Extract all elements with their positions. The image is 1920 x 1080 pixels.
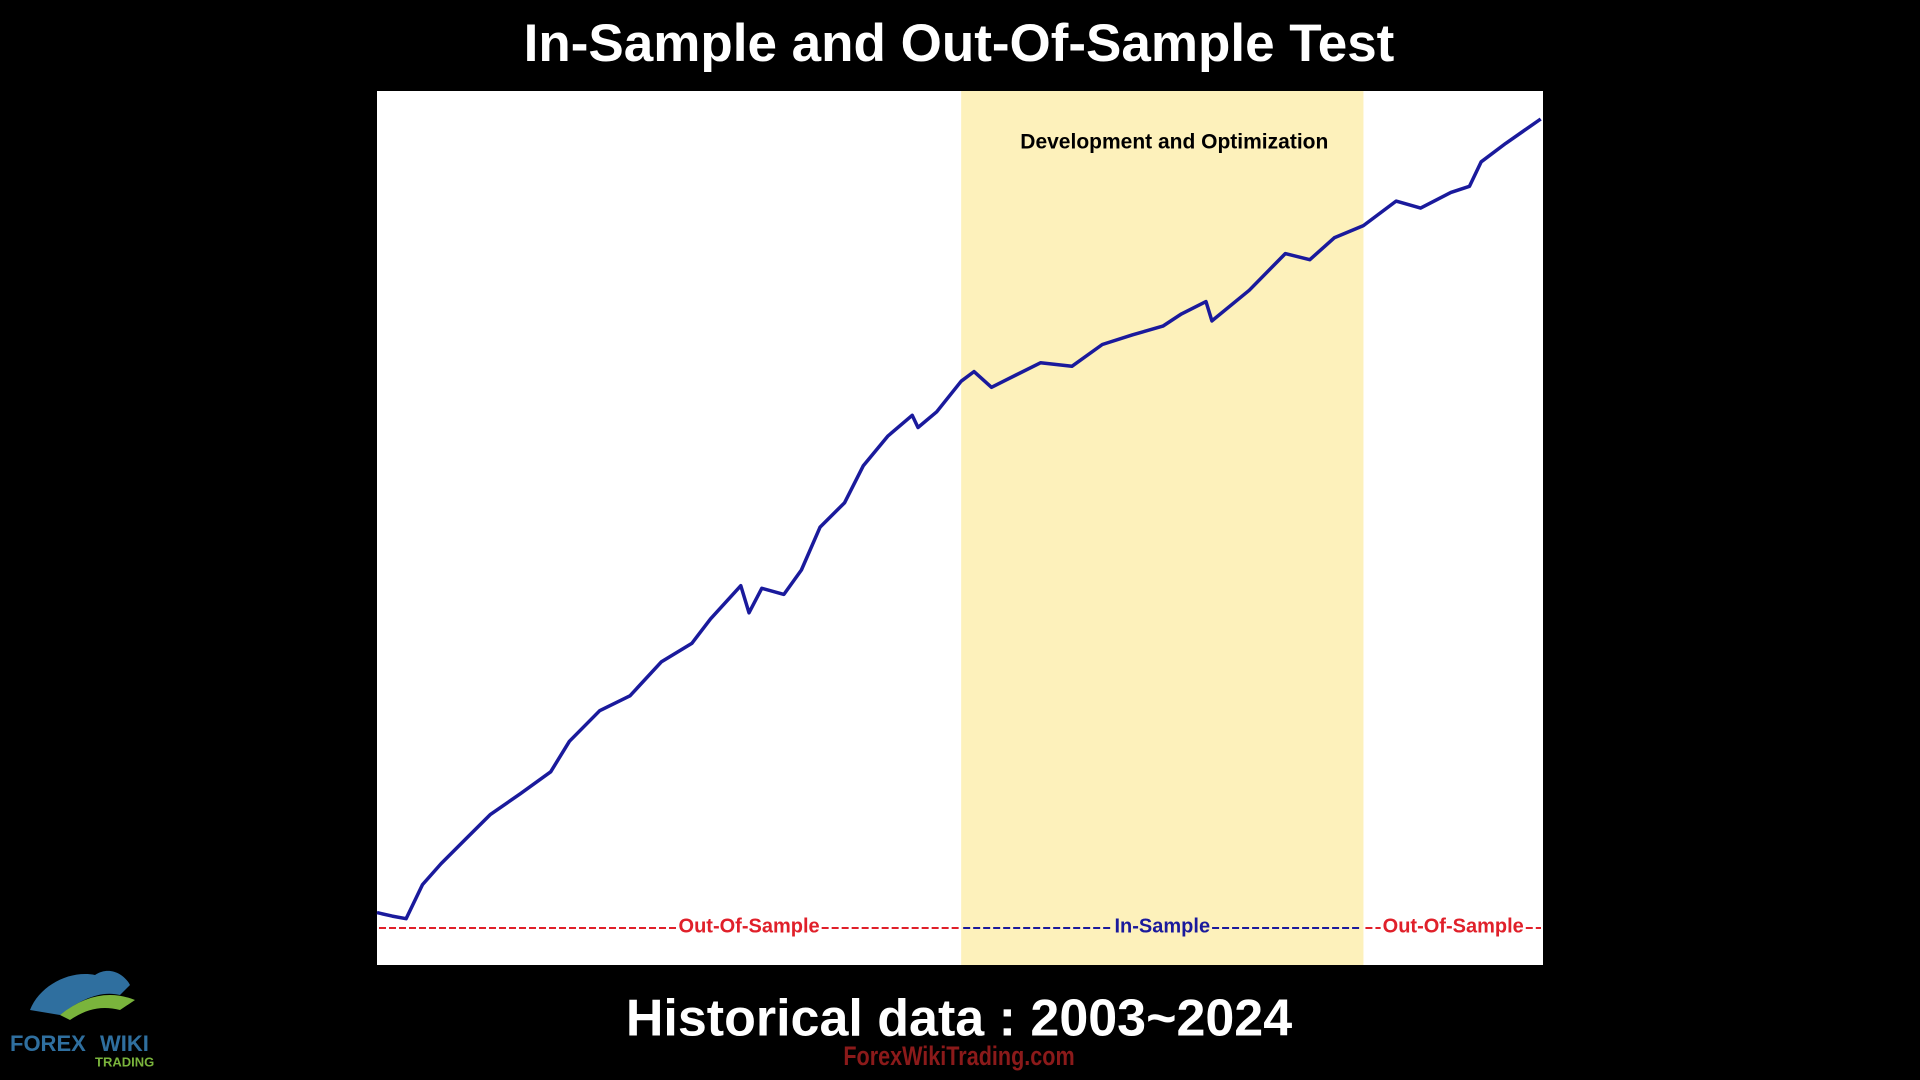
plot: Development and Optimization Out-Of-Sampl… <box>376 91 1542 965</box>
highlight-label: Development and Optimization <box>1020 131 1328 154</box>
segment-label: Out-Of-Sample <box>679 915 820 937</box>
logo-text: WIKI <box>100 1031 149 1056</box>
logo: FOREX WIKI TRADING <box>10 970 154 1069</box>
logo-text: FOREX <box>10 1031 86 1056</box>
equity-line <box>376 117 1542 921</box>
logo-bull <box>30 970 130 1015</box>
website: ForexWikiTrading.com <box>843 1042 1074 1072</box>
segment-label: Out-Of-Sample <box>1383 915 1524 937</box>
highlight-band <box>961 91 1364 965</box>
logo-text: TRADING <box>95 1054 154 1069</box>
logo-swoosh <box>60 995 135 1020</box>
subtitle: Historical data : 2003~2024 <box>626 990 1292 1048</box>
segment-label: In-Sample <box>1115 915 1211 937</box>
chart-title: In-Sample and Out-Of-Sample Test <box>524 14 1395 73</box>
